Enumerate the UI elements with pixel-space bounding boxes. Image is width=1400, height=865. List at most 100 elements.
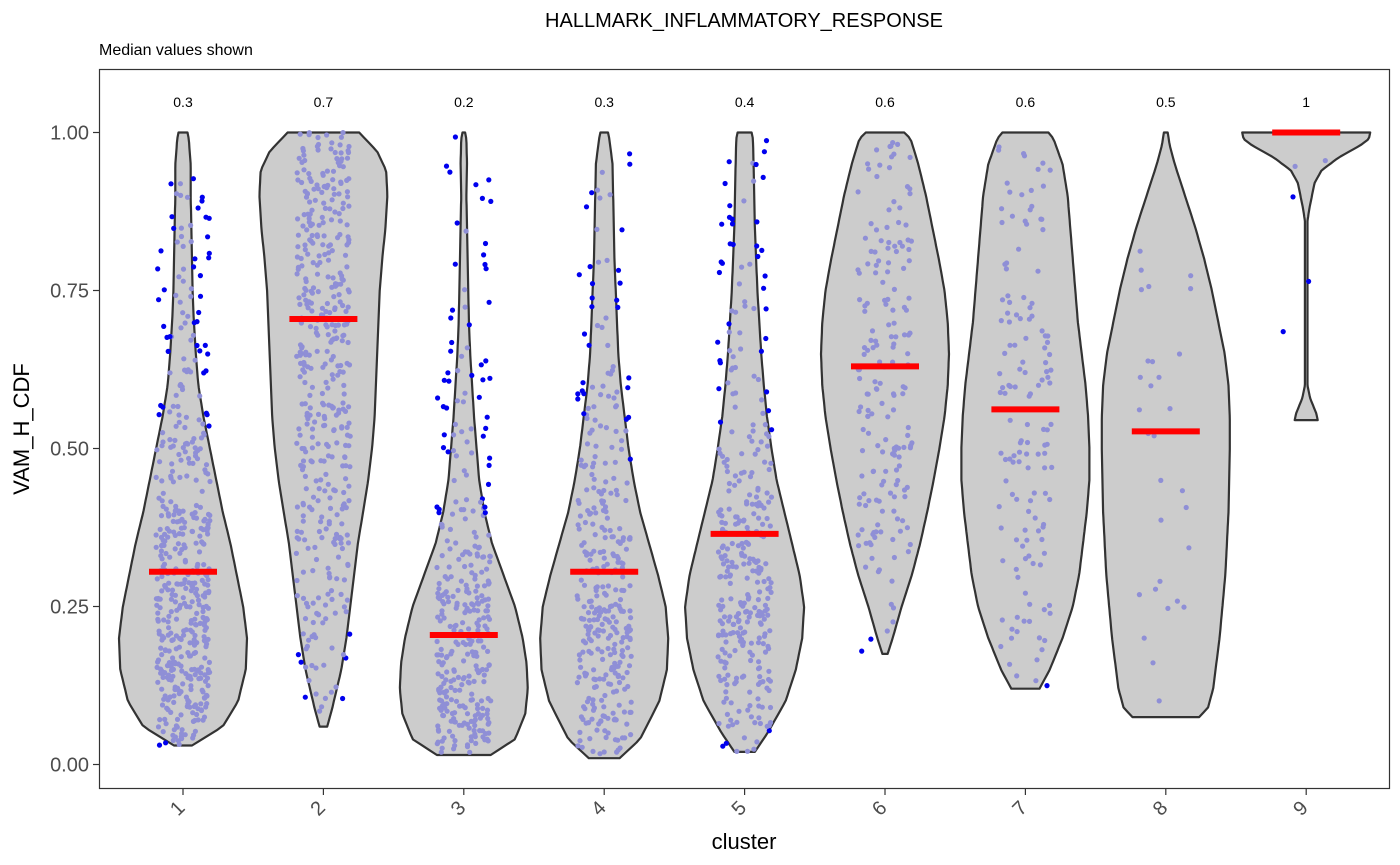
data-point — [1023, 335, 1029, 341]
data-point — [338, 362, 344, 369]
median-label-cluster-7: 0.6 — [1016, 94, 1036, 110]
data-point — [769, 427, 775, 433]
data-point — [868, 248, 874, 254]
data-point — [203, 462, 210, 468]
data-point — [313, 478, 319, 484]
data-point — [736, 633, 743, 640]
data-point — [1007, 189, 1013, 195]
data-point — [203, 410, 209, 416]
data-point — [611, 665, 617, 671]
data-point — [439, 745, 445, 751]
data-point — [200, 608, 206, 615]
data-point — [1017, 316, 1023, 322]
data-point — [766, 676, 772, 683]
data-point — [1021, 151, 1027, 157]
data-point — [174, 716, 181, 723]
data-point — [751, 178, 757, 184]
data-point — [901, 265, 907, 271]
data-point — [466, 725, 472, 731]
data-point — [997, 371, 1003, 377]
data-point — [159, 542, 165, 548]
data-point — [735, 520, 741, 526]
data-point — [1042, 442, 1048, 448]
data-point — [487, 559, 493, 565]
data-point — [464, 439, 470, 445]
data-point — [207, 512, 213, 519]
data-point — [895, 141, 901, 147]
data-point — [1000, 558, 1006, 564]
data-point — [1020, 543, 1026, 549]
data-point — [325, 481, 331, 487]
data-point — [322, 361, 328, 367]
data-point — [766, 728, 772, 734]
data-point — [611, 475, 617, 481]
data-point — [334, 440, 340, 446]
data-point — [578, 577, 584, 583]
data-point — [339, 545, 345, 552]
data-point — [189, 528, 196, 535]
data-point — [726, 321, 732, 327]
data-point — [762, 602, 769, 608]
data-point — [599, 324, 605, 330]
data-point — [338, 150, 344, 156]
data-point — [319, 390, 325, 397]
data-point — [719, 260, 726, 266]
data-point — [866, 498, 872, 504]
data-point — [746, 560, 752, 566]
data-point — [480, 728, 486, 734]
data-point — [1003, 478, 1009, 484]
data-point — [880, 279, 886, 285]
data-point — [180, 310, 186, 316]
data-point — [462, 516, 468, 522]
data-point — [304, 227, 310, 233]
data-point — [1039, 377, 1045, 383]
data-point — [1156, 698, 1162, 704]
data-point — [302, 694, 308, 700]
data-point — [1007, 383, 1013, 390]
data-point — [480, 377, 486, 383]
data-point — [312, 544, 318, 551]
data-point — [346, 443, 352, 449]
data-point — [158, 248, 164, 254]
data-point — [190, 332, 196, 338]
data-point — [619, 639, 625, 645]
data-point — [624, 721, 630, 727]
data-point — [469, 450, 475, 456]
data-point — [170, 443, 176, 449]
violin-cluster-9 — [1241, 131, 1372, 422]
data-point — [176, 274, 182, 280]
data-point — [319, 535, 325, 541]
data-point — [175, 403, 181, 410]
data-point — [875, 443, 881, 449]
data-point — [729, 221, 736, 227]
data-point — [155, 679, 161, 685]
data-point — [343, 476, 349, 482]
data-point — [462, 304, 468, 310]
data-point — [905, 237, 911, 243]
data-point — [753, 161, 759, 168]
data-point — [886, 322, 892, 328]
data-point — [459, 429, 465, 435]
data-point — [748, 640, 755, 646]
data-point — [462, 287, 468, 293]
data-point — [768, 580, 774, 586]
data-point — [594, 727, 600, 733]
data-point — [734, 719, 740, 725]
data-point — [170, 673, 176, 679]
data-point — [627, 627, 634, 633]
data-point — [302, 247, 308, 253]
data-point — [195, 205, 201, 211]
data-point — [482, 623, 488, 629]
data-point — [728, 717, 734, 723]
data-point — [345, 540, 352, 546]
data-point — [1013, 566, 1019, 572]
data-point — [156, 297, 162, 303]
data-point — [611, 646, 617, 652]
data-point — [1017, 440, 1024, 446]
data-point — [609, 603, 615, 609]
data-point — [301, 362, 307, 368]
data-point — [185, 367, 191, 373]
data-point — [306, 352, 312, 358]
data-point — [754, 219, 760, 225]
data-point — [190, 460, 196, 466]
